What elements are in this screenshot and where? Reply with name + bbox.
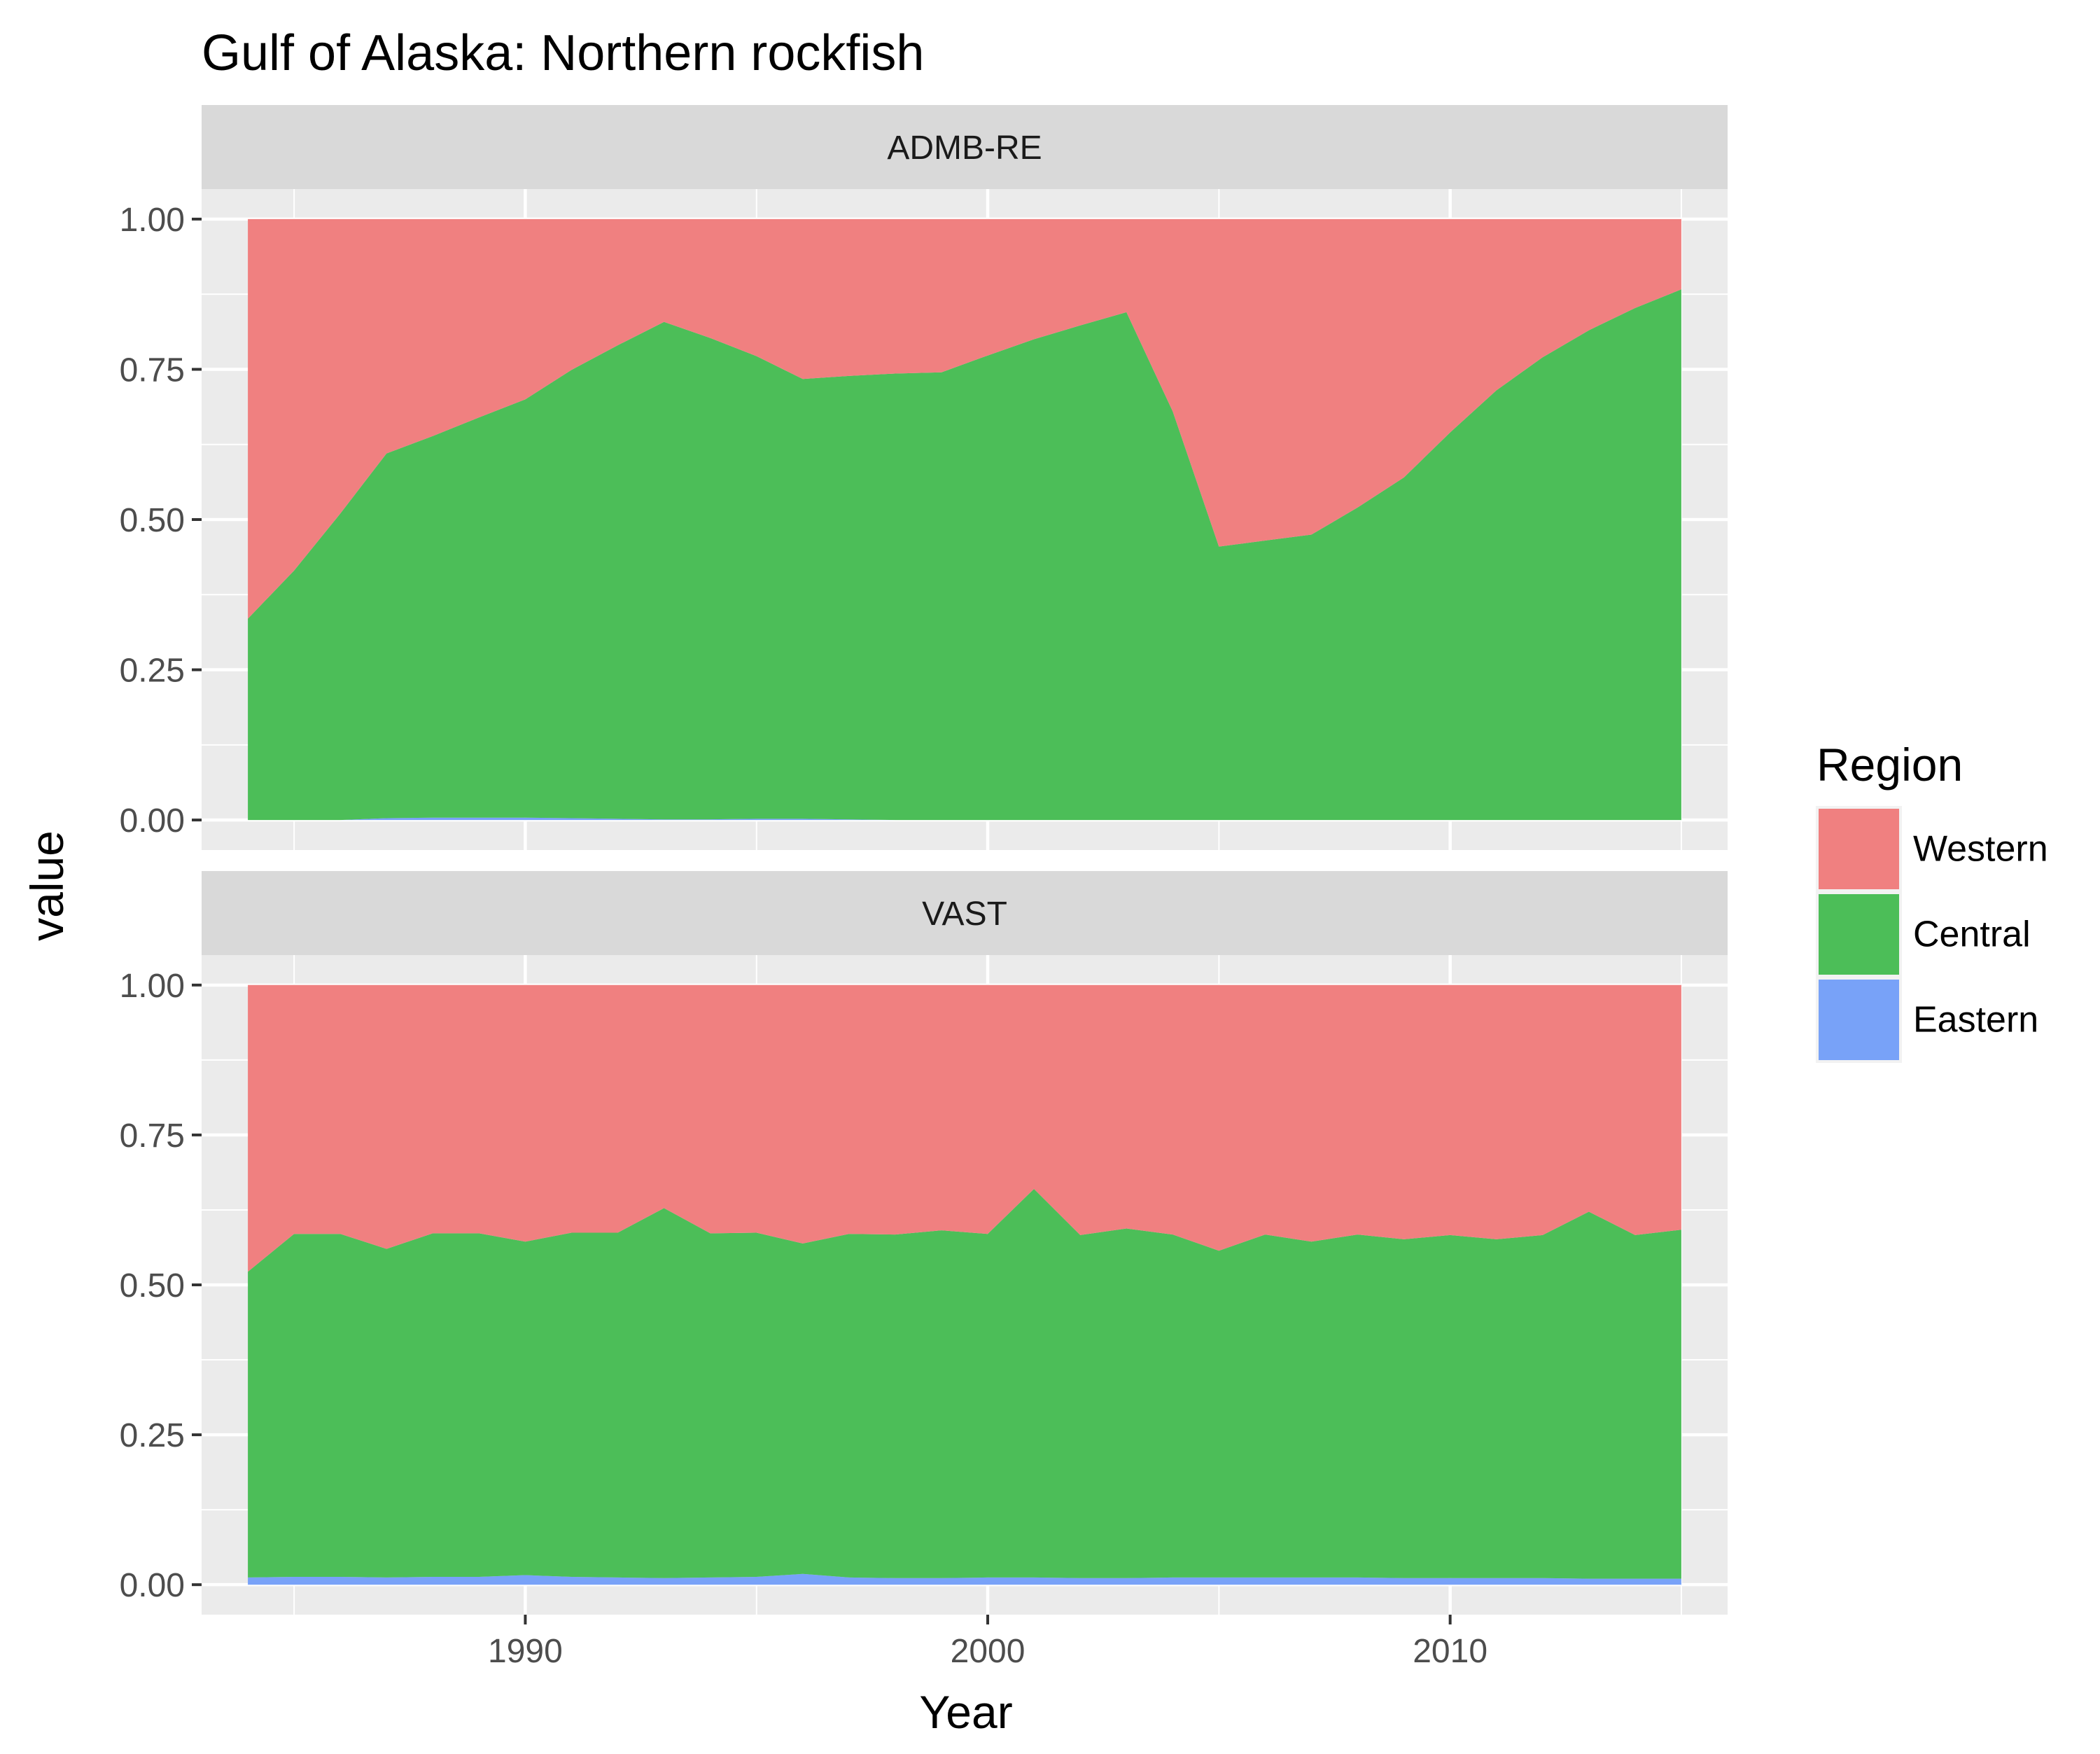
- x-tick-label: 1990: [488, 1633, 563, 1670]
- legend-key-eastern: [1819, 980, 1899, 1060]
- area-series-eastern: [248, 1573, 1681, 1585]
- legend-entries: Western Central Eastern: [1816, 806, 2048, 1063]
- facet-strip-label: VAST: [922, 896, 1007, 933]
- y-tick-label: 1.00: [120, 202, 185, 239]
- y-tick-label: 0.75: [120, 352, 185, 389]
- y-tick-label: 0.50: [120, 1267, 185, 1304]
- x-axis-label: Year: [919, 1686, 1012, 1738]
- y-tick-label: 0.25: [120, 1417, 185, 1454]
- x-tick-label: 2010: [1413, 1633, 1488, 1670]
- y-tick-label: 1.00: [120, 968, 185, 1005]
- area-series-western: [248, 218, 1681, 619]
- y-tick-label: 0.75: [120, 1118, 185, 1155]
- legend-label: Eastern: [1913, 1000, 2038, 1040]
- area-series-central: [248, 289, 1681, 821]
- y-tick-label: 0.25: [120, 653, 185, 690]
- facet-panel-admb-re: ADMB-RE 0.00 0.25 0.50 0.75 1.00: [120, 105, 1728, 850]
- y-tick-label: 0.50: [120, 502, 185, 539]
- legend: Region Western Central Eastern: [1816, 739, 2048, 1063]
- facet-panel-vast: VAST 0.00 0.25 0.50 0.75 1.00 1990 2000 2010: [120, 871, 1728, 1670]
- chart-title: Gulf of Alaska: Northern rockfish: [202, 25, 924, 81]
- legend-key-central: [1819, 894, 1899, 975]
- x-tick-label: 2000: [951, 1633, 1026, 1670]
- area-series-eastern: [248, 817, 1681, 821]
- area-series-central: [248, 1189, 1681, 1579]
- area-series-western: [248, 984, 1681, 1272]
- facet-strip: [202, 871, 1728, 955]
- facet-strip: [202, 105, 1728, 189]
- facet-panels: ADMB-RE 0.00 0.25 0.50 0.75 1.00 VAST 0.00 0.25 0…: [120, 105, 1728, 1670]
- legend-key-western: [1819, 809, 1899, 889]
- y-axis-label: value: [21, 830, 73, 941]
- legend-title: Region: [1816, 739, 1963, 791]
- y-tick-label: 0.00: [120, 1567, 185, 1604]
- facet-strip-label: ADMB-RE: [887, 130, 1042, 167]
- y-tick-label: 0.00: [120, 802, 185, 840]
- legend-label: Central: [1913, 914, 2031, 955]
- legend-label: Western: [1913, 829, 2048, 870]
